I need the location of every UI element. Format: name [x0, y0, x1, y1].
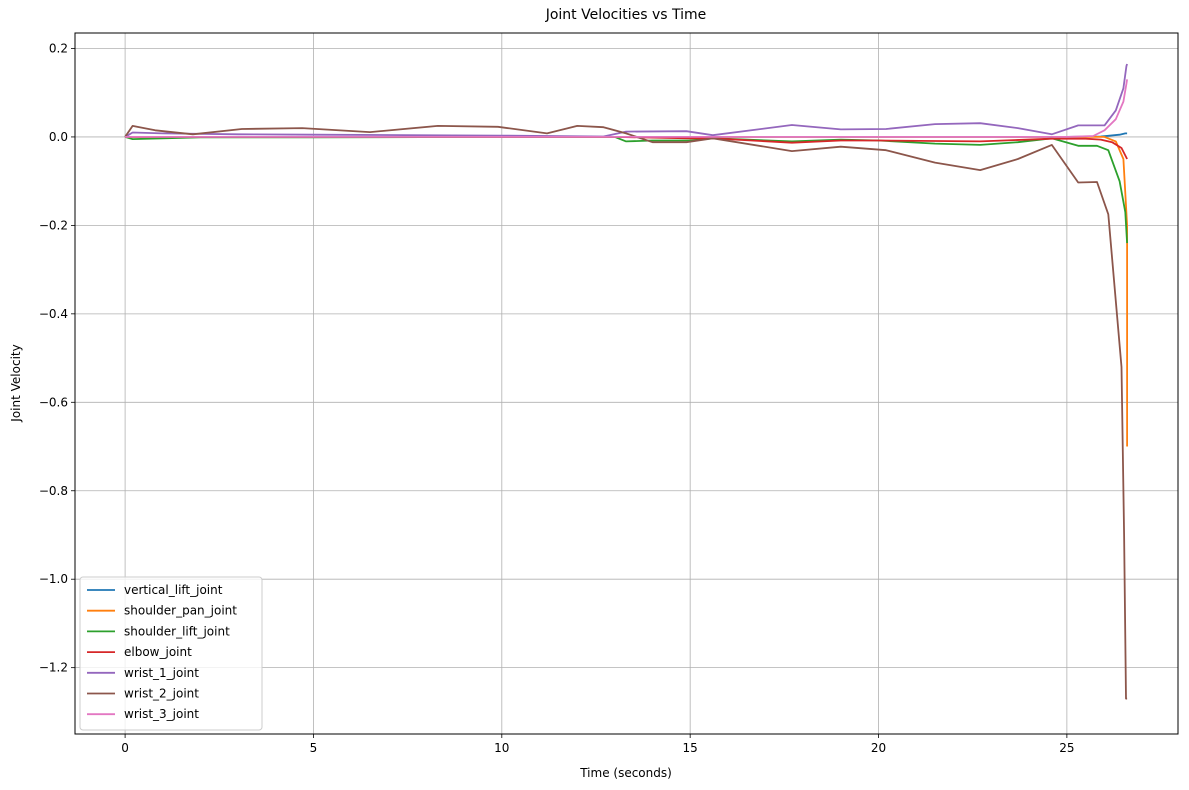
x-tick-label: 20 — [871, 741, 886, 755]
legend-box — [79, 576, 263, 731]
x-tick-label: 10 — [494, 741, 509, 755]
x-tick-label: 0 — [121, 741, 129, 755]
legend-label: shoulder_lift_joint — [124, 624, 230, 638]
legend-label: wrist_3_joint — [124, 707, 199, 721]
y-tick-label: −0.8 — [39, 484, 68, 498]
x-tick-label: 15 — [683, 741, 698, 755]
legend-label: wrist_2_joint — [124, 687, 199, 701]
legend-label: vertical_lift_joint — [124, 583, 223, 597]
legend-label: shoulder_pan_joint — [124, 604, 237, 618]
legend-label: elbow_joint — [124, 645, 192, 659]
series-line-wrist-2-joint — [124, 125, 1128, 700]
y-tick-label: −0.4 — [39, 307, 68, 321]
y-tick-label: −1.2 — [39, 661, 68, 675]
x-axis-label: Time (seconds) — [579, 766, 672, 780]
y-tick-label: −1.0 — [39, 572, 68, 586]
y-tick-label: 0.2 — [49, 41, 68, 55]
chart-title: Joint Velocities vs Time — [545, 7, 707, 23]
legend: vertical_lift_joint shoulder_pan_jointsho… — [79, 576, 263, 731]
series-line-wrist-3-joint — [125, 79, 1128, 138]
plot-frame — [74, 32, 1179, 735]
y-tick-label: 0.0 — [49, 130, 68, 144]
y-tick-label: −0.6 — [39, 395, 68, 409]
y-tick-label: −0.2 — [39, 218, 68, 232]
x-tick-label: 25 — [1059, 741, 1074, 755]
series-layer — [124, 63, 1128, 700]
tick-layer: 0 5 10 15 20 25 0.2 0.0 −0.2 −0.4 −0.6 −0.8 −1.0 −1.2 — [39, 41, 1075, 755]
series-line-wrist-1-joint — [124, 63, 1128, 138]
legend-label: wrist_1_joint — [124, 666, 199, 680]
y-axis-label: Joint Velocity — [9, 344, 23, 422]
x-tick-label: 5 — [310, 741, 318, 755]
